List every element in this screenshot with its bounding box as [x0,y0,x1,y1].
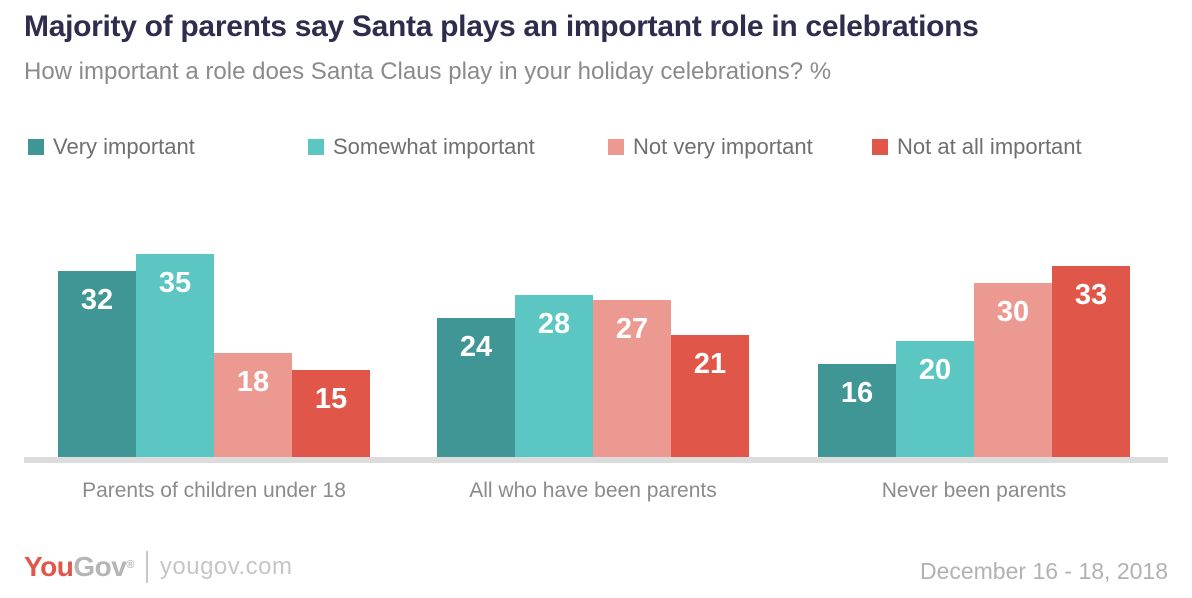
bar-very-important: 32 [58,271,136,457]
bar-value-label: 33 [1074,279,1108,311]
fieldwork-date: December 16 - 18, 2018 [919,558,1168,584]
legend-item-not-very-important: Not very important [608,134,813,160]
bar-somewhat-important: 28 [515,295,593,457]
legend-item-very-important: Very important [28,134,195,160]
bar-value-label: 35 [158,267,192,299]
category-label: Never been parents [881,479,1067,502]
chart-title: Majority of parents say Santa plays an i… [24,10,979,43]
legend-label: Somewhat important [333,134,535,159]
bar-not-very-important: 18 [214,353,292,457]
bar-not-at-all-important: 15 [292,370,370,457]
bar-not-very-important: 27 [593,300,671,457]
bar-somewhat-important: 35 [136,254,214,457]
bar-group: 32 35 18 15 [58,254,370,457]
bar-value-label: 30 [996,296,1030,328]
bar-value-label: 24 [459,331,493,363]
bar-very-important: 16 [818,364,896,457]
bar-not-at-all-important: 21 [671,335,749,457]
bar-value-label: 28 [537,308,571,340]
bar-somewhat-important: 20 [896,341,974,457]
legend-swatch-not-at-all-important [872,139,888,155]
legend-label: Not at all important [897,134,1082,159]
bar-group: 24 28 27 21 [437,295,749,457]
bar-value-label: 15 [314,383,348,415]
registered-trademark-icon: ® [126,559,134,571]
legend-label: Very important [53,134,195,159]
bar-value-label: 20 [918,354,952,386]
bar-not-very-important: 30 [974,283,1052,457]
legend-swatch-not-very-important [608,139,624,155]
bar-not-at-all-important: 33 [1052,266,1130,457]
legend: Very important Somewhat important Not ve… [0,134,1192,164]
category-label: Parents of children under 18 [82,479,346,502]
legend-item-somewhat-important: Somewhat important [308,134,535,160]
yougov-wordmark: YouGov® [24,551,134,582]
legend-item-not-at-all-important: Not at all important [872,134,1082,160]
legend-swatch-very-important [28,139,44,155]
legend-swatch-somewhat-important [308,139,324,155]
bar-value-label: 16 [840,377,874,409]
bar-very-important: 24 [437,318,515,457]
bar-value-label: 27 [615,313,649,345]
yougov-logo: YouGov® yougov.com [24,551,293,583]
x-axis-line [24,457,1168,463]
website-url: yougov.com [159,553,293,580]
bar-value-label: 32 [80,284,114,316]
bar-value-label: 18 [236,366,270,398]
logo-divider [145,551,148,583]
bar-group: 16 20 30 33 [818,266,1130,457]
bar-value-label: 21 [693,348,727,380]
category-label: All who have been parents [469,479,717,502]
legend-label: Not very important [633,134,813,159]
chart-subtitle: How important a role does Santa Claus pl… [24,58,832,85]
